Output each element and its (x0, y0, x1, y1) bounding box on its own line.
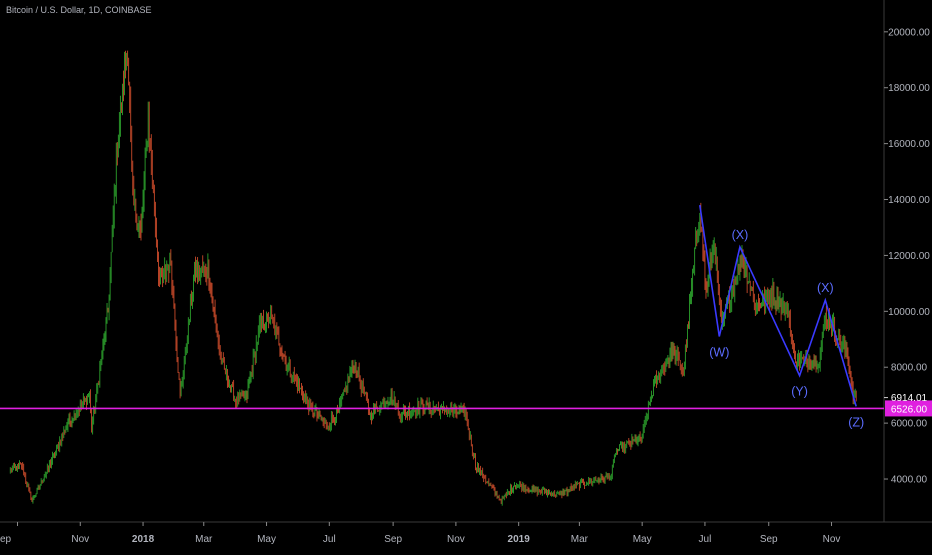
y-tick-label: 12000.00 (888, 251, 930, 262)
chart-title: Bitcoin / U.S. Dollar, 1D, COINBASE (6, 5, 152, 15)
price-axis-line (0, 0, 932, 523)
y-tick-label: 20000.00 (888, 27, 930, 38)
support-line-price-label: 6526.00 (891, 404, 928, 415)
x-tick-label: Nov (823, 534, 841, 545)
wave-label: (Y) (791, 385, 808, 399)
x-tick-label: Sep (760, 534, 778, 545)
x-tick-label: Nov (447, 534, 465, 545)
x-tick-label: Jul (323, 534, 336, 545)
x-tick-label: ep (0, 534, 12, 545)
y-tick-label: 4000.00 (891, 475, 928, 486)
axes-group: 6914.01 4000.00 6000.00 8000.00 10000.00 1200… (0, 27, 930, 545)
wave-label: (W) (709, 346, 729, 360)
support-line-price-tag (885, 400, 932, 417)
x-tick-label: Nov (71, 534, 89, 545)
y-tick-label: 6000.00 (891, 419, 928, 430)
y-tick-label: 8000.00 (891, 363, 928, 374)
y-tick-label: 16000.00 (888, 139, 930, 150)
y-tick-label: 10000.00 (888, 307, 930, 318)
x-tick-label: May (257, 534, 276, 545)
x-tick-label: Mar (571, 534, 589, 545)
wave-label: (X) (817, 281, 834, 295)
x-tick-label: 2019 (508, 534, 531, 545)
y-tick-label: 14000.00 (888, 195, 930, 206)
x-tick-label: Jul (699, 534, 712, 545)
support-line-group: 6526.00 (0, 400, 932, 417)
x-tick-label: Sep (384, 534, 402, 545)
x-tick-label: Mar (195, 534, 213, 545)
wave-line (699, 204, 857, 407)
elliott-wave-group: (W) (X) (Y) (X) (Z) (699, 204, 864, 429)
wave-label: (Z) (848, 415, 864, 429)
x-tick-label: 2018 (132, 534, 155, 545)
y-tick-label: 18000.00 (888, 83, 930, 94)
candles-group (9, 50, 857, 506)
wave-label: (X) (732, 228, 749, 242)
x-tick-label: May (633, 534, 652, 545)
last-price-label: 6914.01 (891, 393, 928, 404)
